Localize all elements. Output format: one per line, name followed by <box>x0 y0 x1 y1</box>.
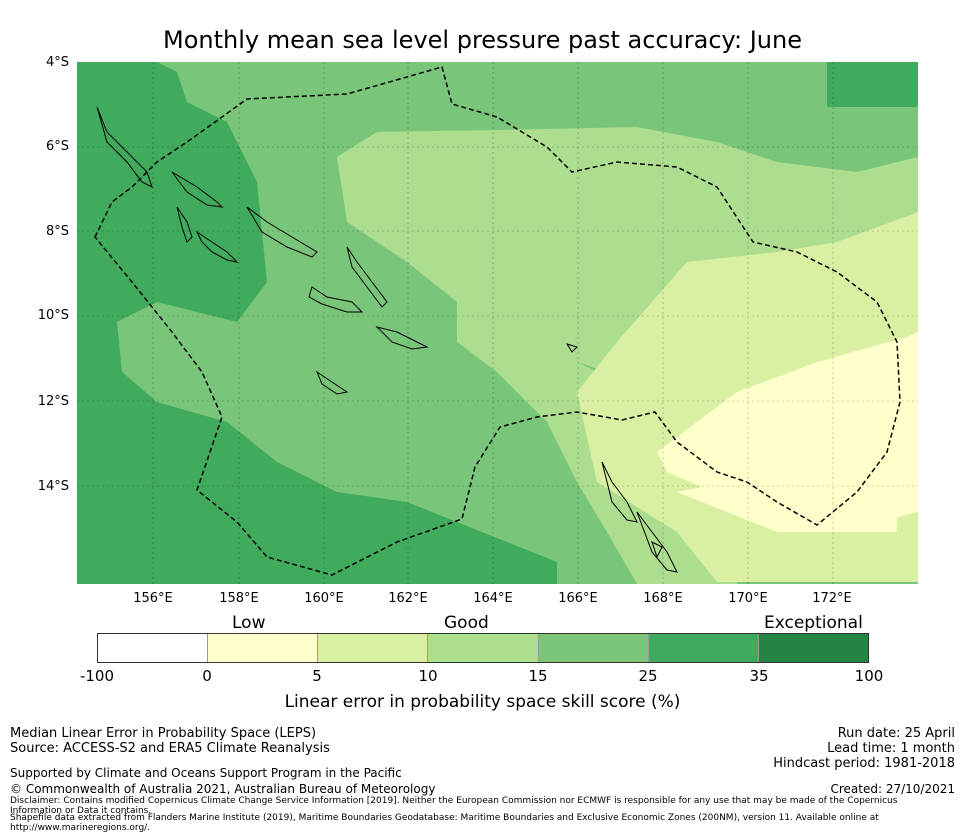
colorbar <box>97 633 869 663</box>
footer-lead-time: Lead time: 1 month <box>827 741 955 756</box>
colorbar-segment <box>758 634 868 662</box>
footer-hindcast: Hindcast period: 1981-2018 <box>773 756 955 771</box>
colorbar-segment <box>538 634 649 662</box>
colorbar-tick: 5 <box>312 667 322 685</box>
lat-label-10s: 10°S <box>37 308 69 323</box>
lon-label-156e: 156°E <box>133 591 173 606</box>
colorbar-category-good: Good <box>444 613 489 633</box>
region-exceptional-ne <box>827 62 918 107</box>
colorbar-tick: 10 <box>418 667 438 685</box>
region-low-south <box>677 442 897 532</box>
lon-label-172e: 172°E <box>812 591 852 606</box>
colorbar-tick: 15 <box>528 667 548 685</box>
colorbar-tick: 0 <box>202 667 212 685</box>
lon-label-168e: 168°E <box>643 591 683 606</box>
colorbar-category-exceptional: Exceptional <box>764 613 863 633</box>
skill-map <box>77 62 918 584</box>
colorbar-category-low: Low <box>232 613 266 633</box>
colorbar-tick: -100 <box>79 667 115 685</box>
colorbar-label: Linear error in probability space skill … <box>284 692 681 712</box>
lat-label-12s: 12°S <box>37 394 69 409</box>
skill-map-svg <box>77 62 918 584</box>
footer-run-date: Run date: 25 April <box>837 726 955 741</box>
footer-created: Created: 27/10/2021 <box>830 782 955 796</box>
region-exceptional-nw <box>77 62 157 162</box>
footer-support: Supported by Climate and Oceans Support … <box>10 766 402 780</box>
lon-label-162e: 162°E <box>388 591 428 606</box>
lat-label-8s: 8°S <box>45 224 69 239</box>
colorbar-segment <box>318 634 429 662</box>
colorbar-segment <box>648 634 759 662</box>
lon-label-166e: 166°E <box>558 591 598 606</box>
lat-label-4s: 4°S <box>45 55 69 70</box>
lon-label-170e: 170°E <box>728 591 768 606</box>
colorbar-tick: 100 <box>854 667 884 685</box>
region-exceptional-west <box>77 62 557 584</box>
chart-title: Monthly mean sea level pressure past acc… <box>162 26 802 54</box>
colorbar-segment <box>98 634 209 662</box>
coastlines <box>96 106 678 573</box>
lon-label-164e: 164°E <box>473 591 513 606</box>
lat-label-14s: 14°S <box>37 479 69 494</box>
region-boundary <box>94 66 901 576</box>
lon-label-158e: 158°E <box>219 591 259 606</box>
footer-leps: Median Linear Error in Probability Space… <box>10 726 317 741</box>
colorbar-tick: 25 <box>638 667 658 685</box>
lat-label-6s: 6°S <box>45 139 69 154</box>
colorbar-segment <box>428 634 539 662</box>
footer-disclaimer: Disclaimer: Contains modified Copernicus… <box>10 796 898 816</box>
footer-source: Source: ACCESS-S2 and ERA5 Climate Reana… <box>10 741 330 756</box>
footer-copyright: © Commonwealth of Australia 2021, Austra… <box>10 782 436 796</box>
colorbar-tick: 35 <box>749 667 769 685</box>
colorbar-segment <box>208 634 319 662</box>
lon-label-160e: 160°E <box>304 591 344 606</box>
graticule <box>77 62 918 584</box>
footer-shapefile: Shapefile data extracted from Flanders M… <box>10 813 879 833</box>
